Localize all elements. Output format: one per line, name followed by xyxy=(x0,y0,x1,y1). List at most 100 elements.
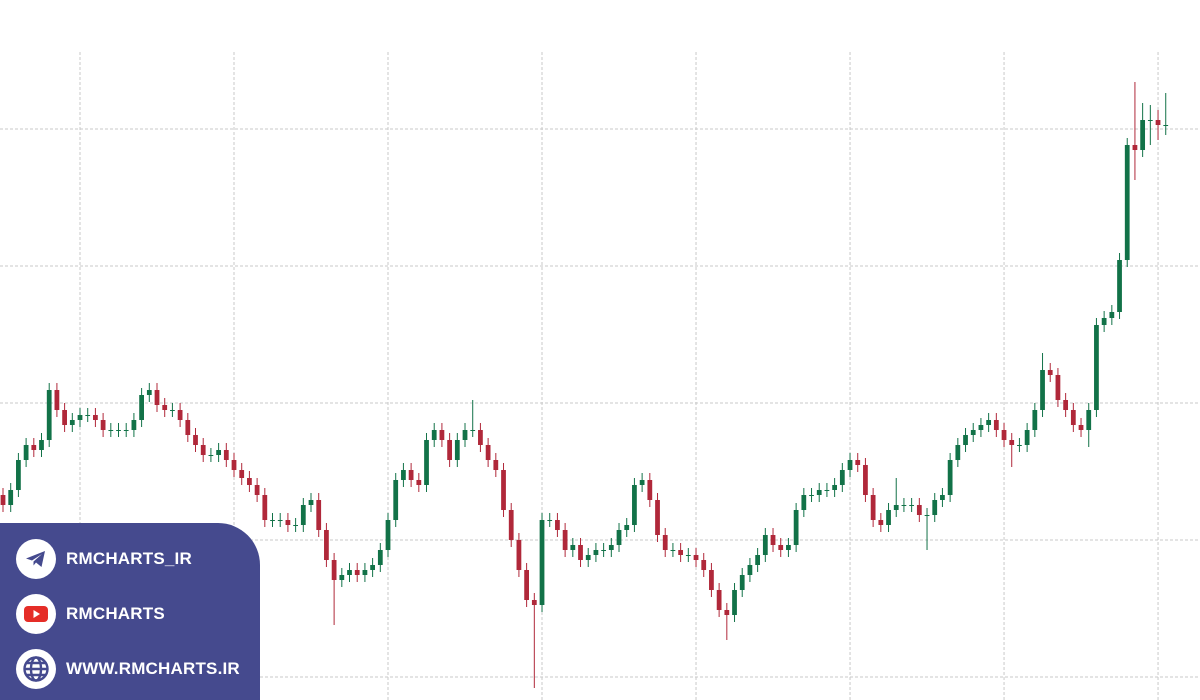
candle-body xyxy=(555,520,560,530)
globe-glyph xyxy=(23,656,49,682)
candle-body xyxy=(31,445,37,450)
candle-body xyxy=(855,460,861,465)
candle-body xyxy=(531,600,537,605)
candle-body xyxy=(624,525,630,530)
candle-body xyxy=(462,430,468,440)
candle-body xyxy=(0,495,6,505)
candle-body xyxy=(655,500,660,535)
telegram-icon xyxy=(16,539,56,579)
candle-body xyxy=(377,550,383,565)
candle-body xyxy=(539,520,545,605)
candle-body xyxy=(1017,445,1022,446)
candle-body xyxy=(947,460,953,495)
candle-body xyxy=(570,545,576,550)
candle-body xyxy=(293,525,298,526)
candle-body xyxy=(1078,425,1084,430)
candle-body xyxy=(216,450,221,455)
candle-body xyxy=(1001,430,1007,440)
candle-body xyxy=(177,410,183,420)
candle-body xyxy=(1155,120,1161,125)
candle-body xyxy=(801,495,807,510)
candle-body xyxy=(316,500,322,530)
candle-body xyxy=(1063,400,1069,410)
candle-body xyxy=(46,390,52,440)
candle-body xyxy=(447,440,453,460)
candle-body xyxy=(747,565,753,575)
candle-body xyxy=(1047,370,1053,375)
candle-body xyxy=(924,515,930,516)
candle-body xyxy=(62,410,67,425)
candle-body xyxy=(108,430,114,431)
candle-body xyxy=(1132,145,1138,150)
candle-body xyxy=(1024,430,1030,445)
candle-body xyxy=(77,415,83,420)
candle-body xyxy=(200,445,206,455)
candle-body xyxy=(231,460,237,470)
social-badge: RMCHARTS_IR RMCHARTS WWW.RMCHARTS.IR xyxy=(0,523,260,700)
candle-body xyxy=(816,490,822,495)
candle-body xyxy=(1117,260,1122,312)
candle-body xyxy=(562,530,568,550)
candle-body xyxy=(362,570,368,575)
candle-body xyxy=(970,430,976,435)
telegram-link[interactable]: RMCHARTS_IR xyxy=(16,539,192,579)
candle-body xyxy=(632,485,637,525)
candle-body xyxy=(932,500,938,515)
candle-body xyxy=(847,460,853,470)
candle-body xyxy=(424,440,429,485)
candle-body xyxy=(300,505,306,525)
candle-body xyxy=(724,610,730,615)
candle-body xyxy=(955,445,961,460)
candle-body xyxy=(131,420,137,430)
youtube-glyph xyxy=(24,606,48,622)
candle-body xyxy=(608,545,614,550)
candle-body xyxy=(39,440,44,450)
candle-body xyxy=(162,405,168,410)
candle-body xyxy=(354,570,360,575)
candle-body xyxy=(23,445,29,460)
candle-body xyxy=(909,505,915,506)
candle-body xyxy=(416,480,422,485)
candle-body xyxy=(331,560,337,580)
candle-body xyxy=(870,495,876,520)
candle-body xyxy=(732,590,737,615)
candle-body xyxy=(1040,370,1045,410)
candle-body xyxy=(893,505,899,510)
website-link[interactable]: WWW.RMCHARTS.IR xyxy=(16,649,240,689)
candle-body xyxy=(16,460,21,490)
candle-body xyxy=(170,410,175,411)
candle-body xyxy=(493,460,499,470)
youtube-icon xyxy=(16,594,56,634)
candle-body xyxy=(1032,410,1038,430)
candle-body xyxy=(324,530,329,560)
candle-body xyxy=(824,490,830,491)
candle-body xyxy=(69,420,75,425)
youtube-link[interactable]: RMCHARTS xyxy=(16,594,165,634)
website-label: WWW.RMCHARTS.IR xyxy=(66,659,240,678)
candle-body xyxy=(940,495,945,500)
candle-body xyxy=(832,485,838,490)
candle-body xyxy=(1109,312,1115,318)
candle-body xyxy=(616,530,622,545)
candle-body xyxy=(516,540,522,570)
candle-body xyxy=(154,390,160,405)
candle-body xyxy=(270,520,275,521)
candle-body xyxy=(901,505,907,506)
candle-body xyxy=(585,555,591,560)
candle-body xyxy=(308,500,314,505)
candle-body xyxy=(886,510,891,525)
candle-body xyxy=(254,485,260,495)
candle-body xyxy=(401,470,406,480)
candle-body xyxy=(454,440,460,460)
candle-body xyxy=(770,535,776,545)
candle-body xyxy=(739,575,745,590)
candle-body xyxy=(578,545,583,560)
candle-body xyxy=(1094,325,1099,410)
candle-body xyxy=(408,470,414,480)
candle-body xyxy=(370,565,375,570)
candle-body xyxy=(501,470,506,510)
candle-body xyxy=(1086,410,1092,430)
candle-body xyxy=(662,535,668,550)
